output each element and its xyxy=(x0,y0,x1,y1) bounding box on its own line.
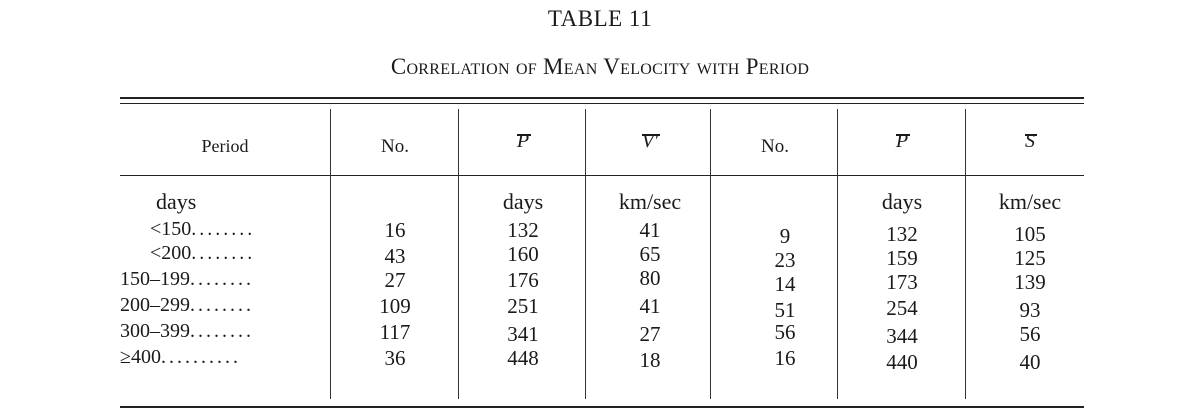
header-count: No. xyxy=(381,136,409,157)
header-rule xyxy=(120,175,1084,176)
table-cell: 16 xyxy=(774,346,796,370)
table-cell: 173 xyxy=(886,270,918,294)
header-mean-velocity: V′ xyxy=(595,130,705,153)
header-mean-period-symbol: P xyxy=(516,130,532,152)
header-mean-s: S xyxy=(975,130,1085,153)
column-divider xyxy=(837,109,838,399)
table-cell: 93 xyxy=(1019,298,1041,322)
table-cell: 176 xyxy=(507,268,539,292)
table-cell: 117 xyxy=(379,320,411,344)
header-mean-period-2-symbol: P xyxy=(895,130,911,152)
bottom-rule xyxy=(120,406,1084,408)
table-cell: 36 xyxy=(384,346,406,370)
table-cell: 41 xyxy=(639,294,661,318)
table-number: TABLE 11 xyxy=(547,6,653,31)
row-label: <150........ xyxy=(150,218,256,240)
table-cell: 56 xyxy=(1019,322,1041,346)
row-label: ≥400.......... xyxy=(120,346,241,368)
header-mean-period: P xyxy=(468,130,578,153)
table-cell: 18 xyxy=(639,348,661,372)
top-rule xyxy=(120,97,1084,99)
row-label: 300–399........ xyxy=(120,320,254,342)
table-cell: 105 xyxy=(1014,222,1046,246)
table-cell: 56 xyxy=(774,320,796,344)
header-mean-period-2: P xyxy=(847,130,957,153)
row-label: <200........ xyxy=(150,242,256,264)
table-cell: 109 xyxy=(379,294,411,318)
table-cell: 27 xyxy=(384,268,406,292)
table-caption: Correlation of Mean Velocity with Period xyxy=(390,54,810,79)
header-period: Period xyxy=(201,136,249,156)
table-cell: 16 xyxy=(384,218,406,242)
table-cell: 9 xyxy=(779,224,791,248)
table-cell: 344 xyxy=(886,324,918,348)
header-mean-s-symbol: S xyxy=(1025,130,1037,152)
column-divider xyxy=(965,109,966,399)
table-cell: 254 xyxy=(886,296,918,320)
unit-mean-velocity: km/sec xyxy=(618,189,682,214)
row-label: 150–199........ xyxy=(120,268,254,290)
table-cell: 14 xyxy=(774,272,796,296)
table-cell: 132 xyxy=(886,222,918,246)
table-cell: 448 xyxy=(507,346,539,370)
table-cell: 65 xyxy=(639,242,661,266)
table-cell: 125 xyxy=(1014,246,1046,270)
table-cell: 251 xyxy=(507,294,539,318)
table-cell: 80 xyxy=(639,266,661,290)
row-label: 200–299........ xyxy=(120,294,254,316)
unit-mean-period-2: days xyxy=(881,189,923,214)
table-cell: 27 xyxy=(639,322,661,346)
table-cell: 440 xyxy=(886,350,918,374)
table-cell: 23 xyxy=(774,248,796,272)
column-divider xyxy=(458,109,459,399)
unit-mean-s: km/sec xyxy=(998,189,1062,214)
table-cell: 341 xyxy=(507,322,539,346)
unit-mean-period: days xyxy=(502,189,544,214)
table-cell: 40 xyxy=(1019,350,1041,374)
column-divider xyxy=(710,109,711,399)
table-cell: 159 xyxy=(886,246,918,270)
table-cell: 139 xyxy=(1014,270,1046,294)
column-divider xyxy=(330,109,331,399)
unit-period: days xyxy=(156,189,197,214)
table-cell: 132 xyxy=(507,218,539,242)
table-cell: 51 xyxy=(774,298,796,322)
table-cell: 41 xyxy=(639,218,661,242)
table-cell: 160 xyxy=(507,242,539,266)
header-mean-velocity-symbol: V′ xyxy=(641,130,660,152)
table-cell: 43 xyxy=(384,244,406,268)
header-count-2: No. xyxy=(761,136,789,157)
column-divider xyxy=(585,109,586,399)
top-rule-thin xyxy=(120,103,1084,104)
